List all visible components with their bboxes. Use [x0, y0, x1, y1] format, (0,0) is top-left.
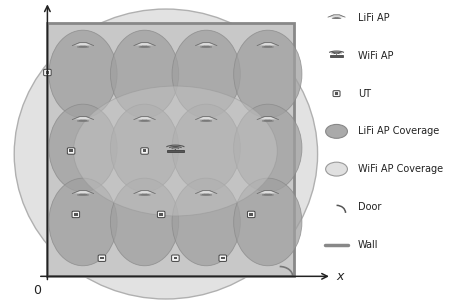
Bar: [335, 92, 338, 95]
Text: Door: Door: [358, 202, 381, 212]
Bar: [143, 149, 146, 152]
Polygon shape: [74, 43, 91, 45]
Ellipse shape: [234, 30, 302, 118]
Bar: [173, 257, 177, 259]
Polygon shape: [257, 43, 278, 46]
Ellipse shape: [110, 104, 179, 192]
Polygon shape: [257, 117, 278, 120]
Ellipse shape: [49, 178, 117, 266]
Ellipse shape: [172, 30, 240, 118]
Ellipse shape: [234, 178, 302, 266]
Ellipse shape: [49, 30, 117, 118]
Polygon shape: [198, 191, 215, 193]
Polygon shape: [195, 117, 217, 120]
FancyBboxPatch shape: [333, 91, 340, 97]
Polygon shape: [134, 191, 155, 194]
Polygon shape: [72, 117, 93, 120]
Polygon shape: [136, 117, 153, 119]
FancyBboxPatch shape: [72, 211, 80, 218]
Bar: [69, 149, 73, 152]
Text: x: x: [337, 270, 344, 283]
Polygon shape: [330, 15, 343, 17]
Text: 0: 0: [33, 284, 41, 297]
Polygon shape: [259, 191, 276, 193]
Polygon shape: [72, 43, 93, 46]
Bar: [46, 71, 49, 74]
Polygon shape: [259, 117, 276, 119]
FancyBboxPatch shape: [219, 255, 227, 262]
Polygon shape: [195, 191, 217, 194]
Polygon shape: [257, 191, 278, 194]
Bar: [47, 23, 294, 276]
Text: UT: UT: [358, 88, 371, 99]
Ellipse shape: [234, 104, 302, 192]
Text: Wall: Wall: [358, 239, 378, 250]
Polygon shape: [136, 191, 153, 193]
Polygon shape: [134, 43, 155, 46]
Bar: [74, 213, 78, 216]
FancyBboxPatch shape: [141, 148, 148, 154]
Circle shape: [326, 124, 347, 138]
Polygon shape: [198, 43, 215, 45]
Ellipse shape: [110, 178, 179, 266]
Circle shape: [73, 86, 277, 216]
FancyBboxPatch shape: [157, 211, 165, 218]
FancyBboxPatch shape: [98, 255, 106, 262]
FancyBboxPatch shape: [44, 69, 51, 76]
Bar: [167, 149, 184, 153]
Polygon shape: [195, 43, 217, 46]
FancyBboxPatch shape: [172, 255, 179, 262]
Bar: [100, 257, 104, 259]
Bar: [330, 55, 343, 57]
Circle shape: [336, 54, 337, 55]
Polygon shape: [74, 117, 91, 119]
Bar: [159, 213, 163, 216]
Ellipse shape: [172, 178, 240, 266]
Ellipse shape: [110, 30, 179, 118]
Polygon shape: [72, 191, 93, 194]
Polygon shape: [259, 43, 276, 45]
Text: LiFi AP: LiFi AP: [358, 13, 390, 23]
Bar: [249, 213, 253, 216]
Text: LiFi AP Coverage: LiFi AP Coverage: [358, 126, 439, 137]
Ellipse shape: [14, 9, 318, 299]
Bar: [221, 257, 225, 259]
Ellipse shape: [172, 104, 240, 192]
Ellipse shape: [49, 104, 117, 192]
Polygon shape: [74, 191, 91, 193]
FancyBboxPatch shape: [247, 211, 255, 218]
Text: WiFi AP: WiFi AP: [358, 51, 393, 61]
Polygon shape: [136, 43, 153, 45]
FancyBboxPatch shape: [67, 148, 75, 154]
Circle shape: [326, 162, 347, 176]
Polygon shape: [198, 117, 215, 119]
Circle shape: [174, 149, 176, 150]
Text: WiFi AP Coverage: WiFi AP Coverage: [358, 164, 443, 174]
Polygon shape: [328, 15, 345, 17]
Polygon shape: [134, 117, 155, 120]
